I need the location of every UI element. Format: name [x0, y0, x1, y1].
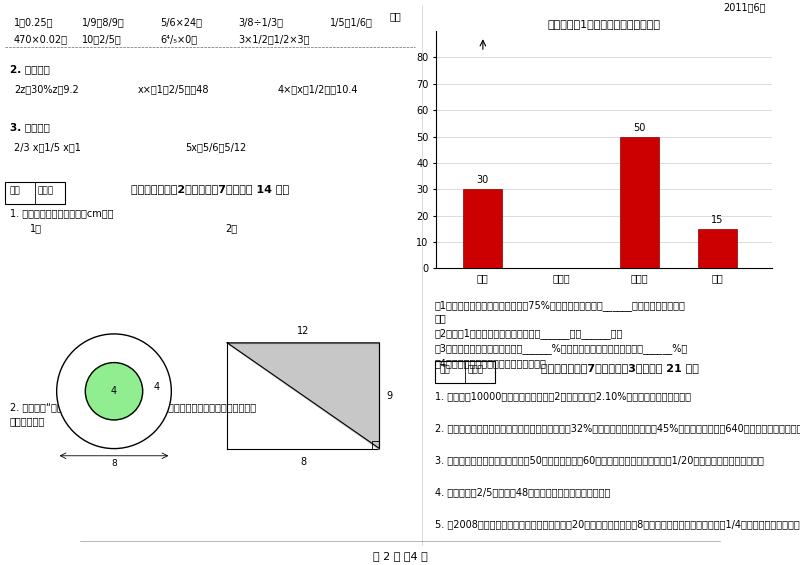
Text: 50: 50	[633, 123, 646, 133]
Bar	[620, 137, 658, 268]
Text: 计图，如图：: 计图，如图：	[10, 416, 46, 426]
Text: （4）看了上面的统计图，你有什么想法？: （4）看了上面的统计图，你有什么想法？	[435, 358, 547, 368]
Text: 2. 解方程。: 2. 解方程。	[10, 64, 50, 74]
Text: 4. 一桶油用去2/5，还剩下48千克，这桶油原来重多少千克？: 4. 一桶油用去2/5，还剩下48千克，这桶油原来重多少千克？	[435, 487, 610, 497]
Text: 五、综合题（兲2小题，每题7分，共计 14 分）: 五、综合题（兲2小题，每题7分，共计 14 分）	[131, 184, 289, 194]
Text: 4: 4	[154, 382, 160, 392]
Text: 2/3 x－1/5 x＝1: 2/3 x－1/5 x＝1	[14, 142, 81, 152]
Text: x×（1－2/5）＝48: x×（1－2/5）＝48	[138, 84, 210, 94]
Text: 3/8÷1/3＝: 3/8÷1/3＝	[238, 17, 283, 27]
Polygon shape	[227, 343, 379, 449]
Text: 评卷人: 评卷人	[38, 186, 54, 195]
Text: 6⁴/₅×0＝: 6⁴/₅×0＝	[160, 34, 197, 44]
Text: 评卷人: 评卷人	[468, 365, 484, 374]
Title: 某十字路口1小时内闯红灯情况统计图: 某十字路口1小时内闯红灯情况统计图	[547, 19, 661, 29]
Text: （3）闯红灯的行人数量是汽车的______%，闯红灯的汽车数量是电动车的______%。: （3）闯红灯的行人数量是汽车的______%，闯红灯的汽车数量是电动车的____…	[435, 343, 688, 354]
Y-axis label: 数量: 数量	[390, 12, 402, 21]
Text: （2）在这1小时内，闯红灯的最多的是______，有______辆。: （2）在这1小时内，闯红灯的最多的是______，有______辆。	[435, 328, 623, 339]
Text: 3. 解方程。: 3. 解方程。	[10, 122, 50, 132]
Text: 470×0.02＝: 470×0.02＝	[14, 34, 68, 44]
Circle shape	[57, 334, 171, 449]
Text: 2. 新华书店运到一批图书，第一天卖出这批图书的32%，第二天卖出这批图书的45%，已知第一天卖出640本，两天一共卖出多少本？: 2. 新华书店运到一批图书，第一天卖出这批图书的32%，第二天卖出这批图书的45…	[435, 423, 800, 433]
Text: 2．: 2．	[225, 223, 237, 233]
Text: 1．: 1．	[30, 223, 42, 233]
Text: 整。: 整。	[435, 313, 446, 323]
Text: 10－2/5＝: 10－2/5＝	[82, 34, 122, 44]
Text: 5/6×24＝: 5/6×24＝	[160, 17, 202, 27]
Text: 1－0.25＝: 1－0.25＝	[14, 17, 54, 27]
Text: 5x－5/6＝5/12: 5x－5/6＝5/12	[185, 142, 246, 152]
Text: 12: 12	[297, 326, 310, 336]
Text: （1）闯红灯的汽车数量是摩托车的75%，闯红灯的摩托车有______辆，将统计图补充完: （1）闯红灯的汽车数量是摩托车的75%，闯红灯的摩托车有______辆，将统计图…	[435, 300, 686, 311]
Text: 六、应用题（兲7小题，每题3分，共计 21 分）: 六、应用题（兲7小题，每题3分，共计 21 分）	[541, 363, 699, 373]
Text: 得分: 得分	[9, 186, 20, 195]
Text: 5. 到2008年奥运，完成一项工程，甲队单独做20天完成，乙队单独做8天完成，甲队先于了这项工程的1/4后，乙队又加入施工，两队合作了多少天完成这项工程？: 5. 到2008年奥运，完成一项工程，甲队单独做20天完成，乙队单独做8天完成，…	[435, 519, 800, 529]
Text: 2011年6月: 2011年6月	[722, 2, 766, 12]
Text: 1/9＋8/9＝: 1/9＋8/9＝	[82, 17, 125, 27]
Text: 9: 9	[386, 390, 392, 401]
Text: 第 2 页 兲4 页: 第 2 页 兲4 页	[373, 551, 427, 561]
Text: 1. 张师傅把10000元钱存入銀行，定期2年，年利率为2.10%，到期后可取回多少元？: 1. 张师傅把10000元钱存入銀行，定期2年，年利率为2.10%，到期后可取回…	[435, 391, 691, 401]
Text: 30: 30	[477, 175, 489, 185]
Bar	[463, 189, 502, 268]
Text: 得分: 得分	[439, 365, 450, 374]
Bar	[5, 182, 65, 204]
Text: 3. 修路队修一段公路，第一天修了50米，第二天修了60米，两天正好修了这段公路的1/20，这段公路全长是多少米？: 3. 修路队修一段公路，第一天修了50米，第二天修了60米，两天正好修了这段公路…	[435, 455, 764, 465]
Circle shape	[86, 363, 142, 420]
Text: 8: 8	[300, 457, 306, 467]
Text: 8: 8	[111, 459, 117, 468]
Text: 1/5－1/6＝: 1/5－1/6＝	[330, 17, 373, 27]
Text: 4: 4	[111, 386, 117, 396]
Text: 2z＋30%z＝9.2: 2z＋30%z＝9.2	[14, 84, 78, 94]
Text: 4×（x＋1/2）＝10.4: 4×（x＋1/2）＝10.4	[278, 84, 358, 94]
Text: 3×1/2－1/2×3＝: 3×1/2－1/2×3＝	[238, 34, 310, 44]
Text: 1. 求阴影部分面积（单位：cm）。: 1. 求阴影部分面积（单位：cm）。	[10, 208, 114, 218]
Text: 2. 为了创建“文明城市”，交通部门在某个十字路口统计1个小时内闯红灯的情况，制成了统: 2. 为了创建“文明城市”，交通部门在某个十字路口统计1个小时内闯红灯的情况，制…	[10, 402, 256, 412]
Bar	[698, 229, 737, 268]
Bar	[435, 361, 495, 383]
Text: 15: 15	[711, 215, 723, 225]
